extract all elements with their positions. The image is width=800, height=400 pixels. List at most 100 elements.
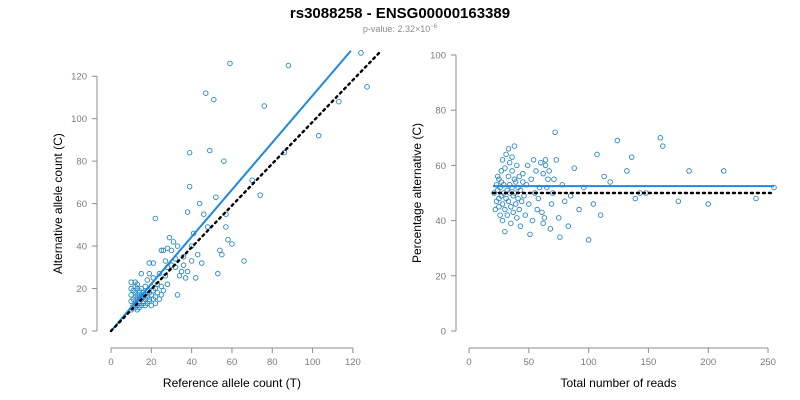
data-point [660, 143, 666, 149]
data-point [146, 270, 153, 277]
data-point [512, 179, 519, 185]
data-point [505, 146, 512, 152]
data-point [565, 223, 572, 229]
chart-title: rs3088258 - ENSG00000163389 [289, 5, 511, 22]
data-point [134, 281, 140, 288]
data-point [510, 209, 517, 216]
y-tick-label: 100 [71, 114, 87, 125]
x-tick-label: 60 [227, 357, 238, 368]
data-point [515, 195, 521, 202]
data-point [551, 176, 557, 182]
data-point [196, 200, 203, 207]
data-point [261, 103, 267, 109]
data-point [176, 273, 183, 279]
y-tick-label: 0 [82, 327, 87, 338]
data-point [180, 262, 187, 268]
data-point [657, 135, 664, 141]
data-point [144, 277, 151, 283]
data-point [205, 224, 211, 230]
x-axis-title: Reference allele count (T) [163, 376, 301, 390]
data-point [528, 176, 534, 182]
data-point [522, 212, 528, 218]
data-point [215, 270, 221, 277]
data-point [158, 283, 165, 290]
data-point [257, 192, 263, 198]
x-tick-label: 40 [186, 357, 197, 368]
data-point [213, 194, 219, 200]
data-point [511, 143, 518, 149]
chart-panel-2: 0 50 100 150 200 250 0 20 40 60 80 100 Total number … [410, 51, 777, 390]
data-point [509, 168, 515, 174]
data-point [146, 260, 153, 266]
y-tick-label: 60 [435, 161, 446, 172]
data-point [219, 251, 225, 258]
data-point [529, 217, 536, 224]
data-point [502, 228, 508, 235]
data-point [540, 220, 546, 227]
y-axis-title: Percentage alternative (C) [410, 123, 424, 263]
y-tick-label: 20 [76, 284, 87, 295]
x-tick-label: 200 [700, 357, 716, 368]
data-point [542, 162, 549, 169]
data-point [561, 198, 568, 205]
x-tick-label: 100 [581, 357, 597, 368]
data-point [156, 296, 163, 302]
data-point [358, 50, 364, 56]
data-point [168, 247, 175, 254]
data-point [520, 170, 526, 177]
data-point [632, 195, 639, 202]
data-point [152, 215, 159, 222]
data-point [509, 154, 515, 160]
data-point [249, 177, 255, 184]
data-point [508, 220, 514, 227]
y-tick-label: 0 [441, 327, 446, 338]
data-point [178, 268, 185, 275]
pvalue-exponent: −6 [430, 24, 438, 30]
data-point [492, 206, 499, 213]
data-point [597, 212, 604, 218]
chart-subtitle-pvalue: p-value: 2.32×10−6 [0, 24, 800, 34]
data-point [628, 154, 635, 160]
data-point [548, 201, 555, 207]
y-tick-label: 20 [435, 271, 446, 282]
data-point [542, 157, 549, 163]
data-point [217, 247, 223, 254]
data-point [590, 201, 597, 207]
data-point [207, 147, 213, 154]
data-point [533, 168, 539, 174]
data-point [128, 279, 134, 285]
data-point [142, 283, 149, 290]
data-point [225, 236, 231, 243]
data-point [576, 206, 582, 213]
data-point [547, 226, 554, 232]
x-axis-title: Total number of reads [560, 376, 676, 390]
data-point [203, 90, 209, 96]
x-tick-label: 50 [524, 357, 535, 368]
data-point [516, 206, 522, 213]
data-point [503, 151, 509, 158]
data-point [494, 173, 501, 180]
data-point [221, 158, 227, 164]
data-point [527, 231, 533, 238]
y-tick-label: 80 [435, 106, 446, 117]
data-point [166, 234, 173, 241]
x-tick-label: 250 [760, 357, 776, 368]
data-point [553, 157, 560, 163]
data-point [545, 176, 551, 182]
data-point [174, 292, 181, 298]
data-point [223, 224, 229, 230]
x-tick-label: 0 [466, 357, 471, 368]
data-point [518, 198, 525, 205]
fit-line [110, 50, 352, 332]
data-point [241, 258, 247, 264]
data-point [499, 217, 506, 224]
data-point [152, 300, 159, 307]
data-point [188, 258, 195, 264]
data-point [538, 159, 544, 166]
data-point [607, 179, 613, 185]
data-point [539, 209, 545, 216]
data-point [524, 162, 531, 169]
data-point [535, 195, 542, 202]
data-point [186, 183, 193, 190]
